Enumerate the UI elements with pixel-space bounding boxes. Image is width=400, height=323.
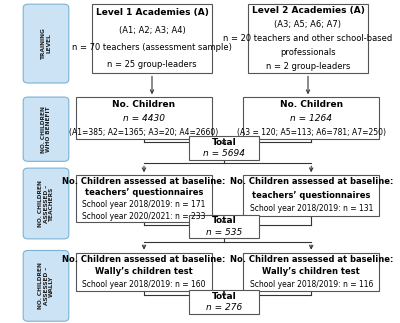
Text: n = 5694: n = 5694 [203, 149, 245, 158]
Text: School year 2018/2019: n = 116: School year 2018/2019: n = 116 [250, 280, 373, 289]
FancyBboxPatch shape [76, 97, 212, 139]
Text: Wally’s children test: Wally’s children test [95, 267, 193, 276]
Text: n = 276: n = 276 [206, 303, 242, 312]
Text: (A1; A2; A3; A4): (A1; A2; A3; A4) [119, 26, 185, 35]
Text: School year 2018/2019: n = 131: School year 2018/2019: n = 131 [250, 204, 373, 214]
Text: Wally’s children test: Wally’s children test [262, 267, 360, 276]
Text: TRAINING
LEVEL: TRAINING LEVEL [41, 28, 51, 59]
Text: No. Children: No. Children [112, 100, 176, 109]
Text: School year 2020/2021: n = 233: School year 2020/2021: n = 233 [82, 212, 206, 221]
Text: n = 20 teachers and other school-based: n = 20 teachers and other school-based [223, 34, 393, 43]
Text: n = 535: n = 535 [206, 228, 242, 237]
Text: NO. CHILDREN
ASSESSED –
WALLY: NO. CHILDREN ASSESSED – WALLY [38, 262, 54, 309]
FancyBboxPatch shape [23, 4, 69, 83]
Text: Total: Total [212, 216, 236, 225]
FancyBboxPatch shape [92, 4, 212, 74]
Text: (A3 = 120; A5=113; A6=781; A7=250): (A3 = 120; A5=113; A6=781; A7=250) [237, 128, 386, 137]
Text: No. Children assessed at baseline:: No. Children assessed at baseline: [62, 177, 226, 186]
Text: NO. CHILDREN
ASSESSED –
TEACHERS: NO. CHILDREN ASSESSED – TEACHERS [38, 180, 54, 227]
Text: n = 70 teachers (assessment sample): n = 70 teachers (assessment sample) [72, 43, 232, 52]
Text: NO. CHILDREN
WHO BENEFIT: NO. CHILDREN WHO BENEFIT [41, 106, 51, 153]
FancyBboxPatch shape [243, 97, 379, 139]
FancyBboxPatch shape [189, 215, 259, 238]
Text: Total: Total [212, 292, 236, 301]
FancyBboxPatch shape [23, 168, 69, 239]
FancyBboxPatch shape [76, 253, 212, 291]
Text: No. Children: No. Children [280, 100, 343, 109]
Text: Total: Total [212, 138, 236, 147]
Text: teachers’ questionnaires: teachers’ questionnaires [85, 188, 203, 197]
FancyBboxPatch shape [76, 175, 212, 222]
FancyBboxPatch shape [23, 251, 69, 321]
Text: No. Children assessed at baseline:: No. Children assessed at baseline: [230, 177, 393, 186]
FancyBboxPatch shape [243, 253, 379, 291]
Text: (A1=385; A2=1365; A3=20; A4=2660): (A1=385; A2=1365; A3=20; A4=2660) [69, 128, 219, 137]
FancyBboxPatch shape [243, 175, 379, 216]
Text: No. Children assessed at baseline:: No. Children assessed at baseline: [62, 255, 226, 264]
Text: teachers’ questionnaires: teachers’ questionnaires [252, 191, 370, 200]
FancyBboxPatch shape [248, 4, 368, 74]
FancyBboxPatch shape [189, 290, 259, 314]
Text: No. Children assessed at baseline:: No. Children assessed at baseline: [230, 255, 393, 264]
Text: Level 2 Academies (A): Level 2 Academies (A) [252, 6, 364, 16]
Text: Level 1 Academies (A): Level 1 Academies (A) [96, 8, 208, 17]
Text: n = 1264: n = 1264 [290, 114, 332, 123]
Text: School year 2018/2019: n = 160: School year 2018/2019: n = 160 [82, 280, 206, 289]
Text: n = 25 group-leaders: n = 25 group-leaders [107, 60, 197, 69]
Text: n = 2 group-leaders: n = 2 group-leaders [266, 62, 350, 71]
Text: (A3; A5; A6; A7): (A3; A5; A6; A7) [274, 20, 342, 29]
Text: n = 4430: n = 4430 [123, 114, 165, 123]
FancyBboxPatch shape [189, 136, 259, 160]
Text: School year 2018/2019: n = 171: School year 2018/2019: n = 171 [82, 200, 206, 209]
FancyBboxPatch shape [23, 97, 69, 162]
Text: professionals: professionals [280, 48, 336, 57]
